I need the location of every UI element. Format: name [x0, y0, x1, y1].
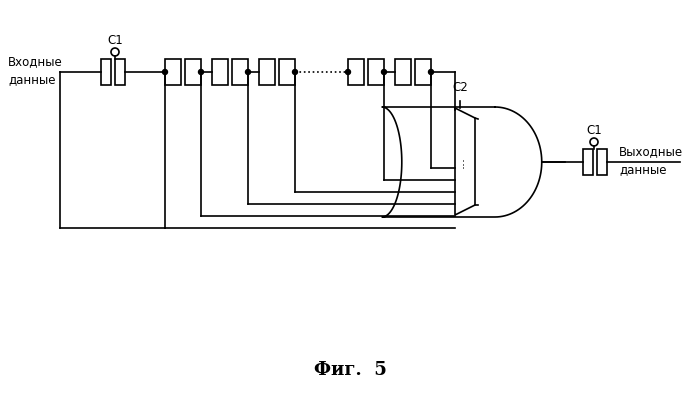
Text: C1: C1: [586, 124, 602, 137]
Bar: [212, 59, 228, 85]
Text: данные: данные: [8, 74, 55, 86]
Bar: [165, 59, 181, 85]
Text: Выходные: Выходные: [619, 146, 683, 158]
Bar: [279, 59, 295, 85]
Text: C2: C2: [452, 81, 468, 94]
Bar: [597, 149, 607, 175]
Bar: [232, 59, 248, 85]
Bar: [583, 149, 593, 175]
Text: ...: ...: [454, 156, 466, 168]
Bar: [259, 59, 275, 85]
Bar: [415, 59, 431, 85]
Circle shape: [382, 70, 386, 74]
Bar: [101, 59, 111, 85]
Text: данные: данные: [619, 164, 666, 176]
Circle shape: [246, 70, 251, 74]
Bar: [185, 59, 201, 85]
Circle shape: [293, 70, 297, 74]
Circle shape: [162, 70, 167, 74]
Bar: [395, 59, 411, 85]
Text: Фиг.  5: Фиг. 5: [314, 361, 386, 379]
Circle shape: [428, 70, 433, 74]
Text: Входные: Входные: [8, 55, 63, 68]
Circle shape: [346, 70, 351, 74]
Bar: [368, 59, 384, 85]
Circle shape: [199, 70, 204, 74]
Text: C1: C1: [107, 34, 123, 47]
Bar: [115, 59, 125, 85]
Bar: [348, 59, 364, 85]
